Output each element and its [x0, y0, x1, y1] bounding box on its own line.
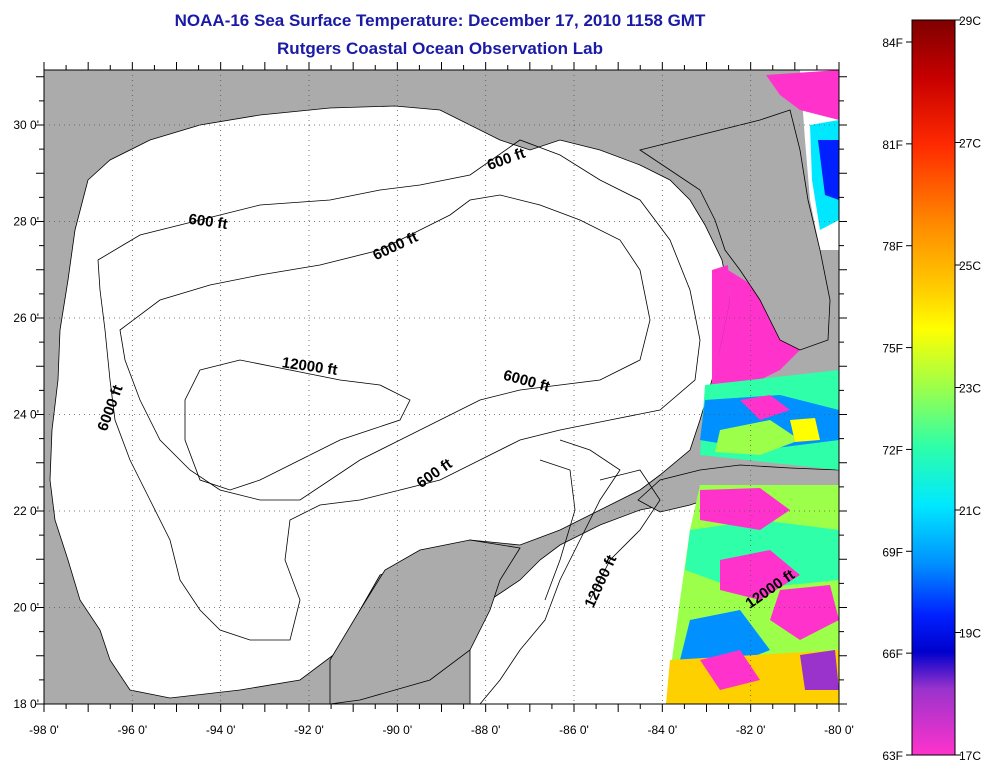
temperature-colorbar	[911, 19, 956, 756]
colorbar-f-label: 78F	[882, 240, 903, 254]
colorbar-c-label: 29C	[959, 14, 981, 28]
longitude-axis-labels: -98 0' -96 0' -94 0' -92 0' -90 0' -88 0' -86 …	[29, 723, 854, 737]
latitude-axis-labels: 18 0' 20 0' 22 0' 24 0' 26 0' 28 0' 30 0'	[13, 118, 39, 711]
colorbar-c-label: 23C	[959, 382, 981, 396]
lat-tick-label: 30 0'	[13, 118, 39, 132]
yucatan-landmass	[329, 539, 521, 704]
lat-tick-label: 26 0'	[13, 311, 39, 325]
lon-tick-label: -90 0'	[383, 723, 413, 737]
colorbar-c-label: 19C	[959, 627, 981, 641]
axis-ticks	[36, 62, 847, 712]
sst-satellite-swath	[666, 70, 839, 704]
colorbar-f-label: 84F	[882, 36, 903, 50]
lat-tick-label: 24 0'	[13, 408, 39, 422]
colorbar-celsius-labels: 29C 27C 25C 23C 21C 19C 17C	[955, 14, 981, 763]
colorbar-f-label: 66F	[882, 647, 903, 661]
colorbar-f-label: 81F	[882, 138, 903, 152]
lon-tick-label: -80 0'	[824, 723, 854, 737]
colorbar-fahrenheit-labels: 84F 81F 78F 75F 72F 69F 66F 63F	[882, 36, 912, 763]
map-subtitle: Rutgers Coastal Ocean Observation Lab	[277, 39, 603, 58]
bathymetry-contours	[97, 139, 701, 704]
colorbar-f-label: 69F	[882, 545, 903, 559]
contour-label: 600 ft	[187, 211, 228, 233]
lon-tick-label: -86 0'	[559, 723, 589, 737]
lon-tick-label: -94 0'	[206, 723, 236, 737]
lat-tick-label: 28 0'	[13, 215, 39, 229]
colorbar-f-label: 75F	[882, 342, 903, 356]
lat-tick-label: 20 0'	[13, 601, 39, 615]
colorbar-c-label: 21C	[959, 504, 981, 518]
map-title: NOAA-16 Sea Surface Temperature: Decembe…	[174, 11, 706, 30]
lat-lon-grid	[44, 70, 839, 704]
lon-tick-label: -92 0'	[294, 723, 324, 737]
lon-tick-label: -82 0'	[736, 723, 766, 737]
lon-tick-label: -84 0'	[648, 723, 678, 737]
lat-tick-label: 18 0'	[13, 697, 39, 711]
lon-tick-label: -96 0'	[118, 723, 148, 737]
colorbar-c-label: 27C	[959, 137, 981, 151]
colorbar-c-label: 25C	[959, 259, 981, 273]
colorbar-f-label: 63F	[882, 749, 903, 763]
lon-tick-label: -98 0'	[29, 723, 59, 737]
colorbar-f-label: 72F	[882, 443, 903, 457]
colorbar-c-label: 17C	[959, 749, 981, 763]
lon-tick-label: -88 0'	[471, 723, 501, 737]
florida-landmass	[639, 109, 831, 351]
lat-tick-label: 22 0'	[13, 504, 39, 518]
